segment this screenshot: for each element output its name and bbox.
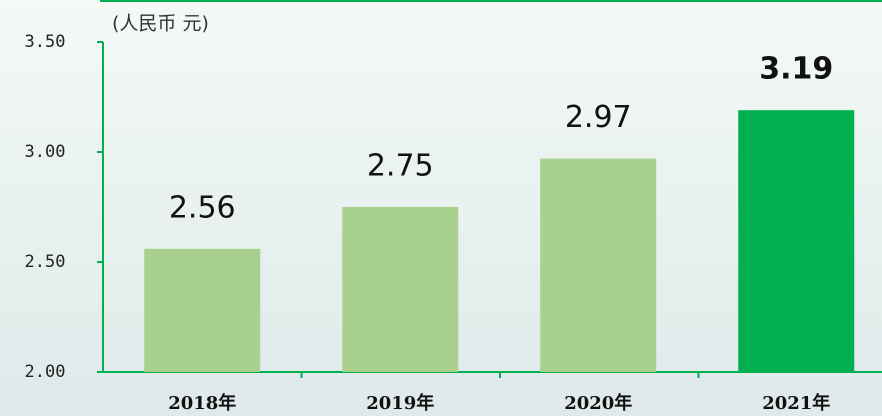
- y-tick-label: 3.50: [25, 32, 66, 52]
- y-tick-label: 3.00: [25, 142, 66, 162]
- chart: (人民币 元) 2.00 2.50 3.00 3.50 2018年 2.56 2019年 2.…: [0, 0, 882, 416]
- value-label: 2.97: [565, 100, 632, 135]
- y-tick-label: 2.50: [25, 252, 66, 272]
- x-tick-label: 2019年: [366, 392, 434, 414]
- bar: [342, 207, 458, 372]
- x-tick-label: 2021年: [762, 392, 830, 414]
- y-axis-label: (人民币 元): [112, 13, 209, 35]
- bar: [738, 110, 854, 372]
- value-label: 2.75: [367, 149, 434, 184]
- y-tick-label: 2.00: [25, 362, 66, 382]
- x-tick-label: 2020年: [564, 392, 632, 414]
- value-label: 2.56: [169, 190, 236, 225]
- value-label: 3.19: [759, 52, 833, 87]
- bar: [144, 249, 260, 372]
- bar: [540, 159, 656, 372]
- x-tick-label: 2018年: [168, 392, 236, 414]
